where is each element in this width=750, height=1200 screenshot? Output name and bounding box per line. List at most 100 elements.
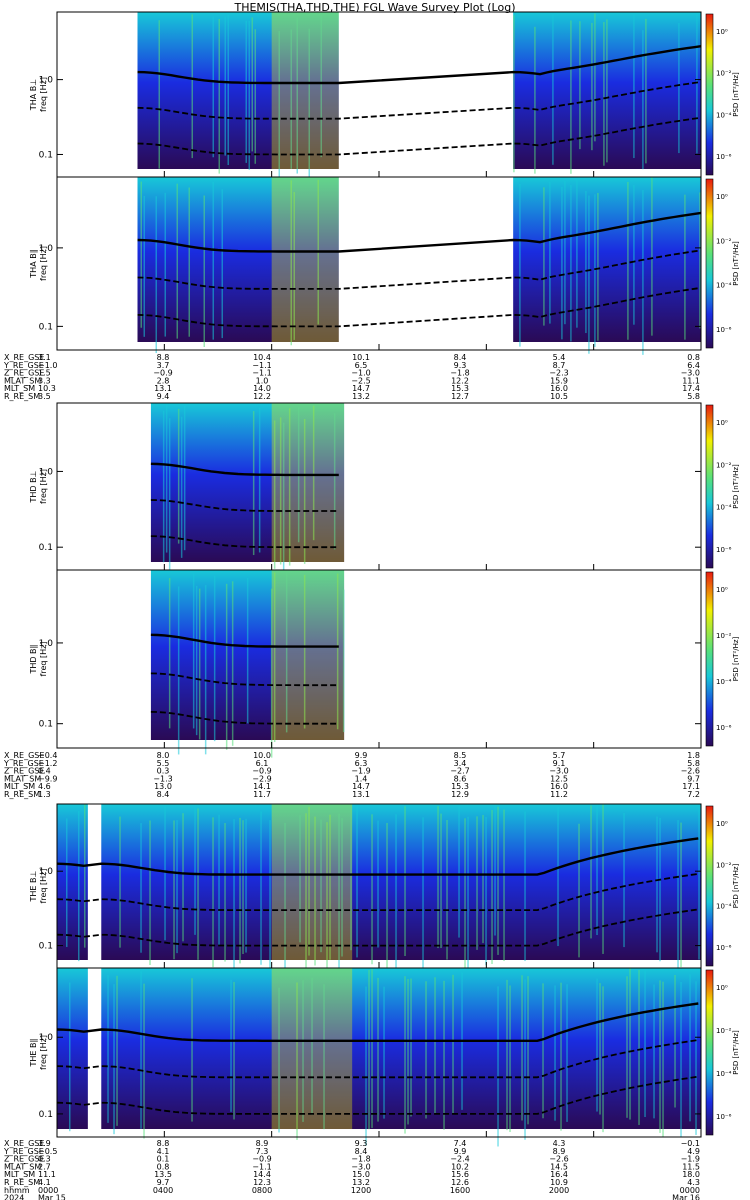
colorbar-tick-label: 10⁰ — [716, 419, 728, 427]
ephemeris-row-label: R_RE_SM — [4, 790, 40, 799]
ephemeris-value: 12.5 — [550, 774, 568, 783]
ephemeris-value: 5.7 — [553, 751, 566, 760]
activity-stripe — [177, 408, 180, 544]
ephemeris-value: 18.0 — [682, 1170, 700, 1179]
activity-stripe — [653, 984, 655, 1119]
colorbar-tick-label: 10⁰ — [716, 586, 728, 594]
activity-stripe — [356, 806, 358, 958]
activity-stripe — [183, 405, 186, 551]
ephemeris-value: 16.4 — [550, 1170, 568, 1179]
activity-stripe — [246, 578, 249, 724]
activity-stripe — [554, 985, 556, 1121]
ephemeris-value: 16.0 — [550, 384, 568, 393]
activity-stripe — [678, 23, 680, 154]
activity-stripe — [341, 818, 343, 957]
activity-stripe — [308, 28, 310, 181]
activity-stripe — [305, 813, 307, 969]
activity-stripe — [695, 981, 697, 1135]
frequency-trace — [150, 672, 339, 687]
activity-stripe — [107, 975, 109, 1123]
ephemeris-value: 12.3 — [253, 1178, 271, 1187]
activity-stripe — [278, 31, 280, 188]
activity-stripe — [176, 820, 178, 954]
ephemeris-value: −1.1 — [252, 361, 271, 370]
activity-stripe — [519, 184, 521, 347]
ephemeris-value: 8.9 — [553, 1147, 566, 1156]
freq-axis-label: freq [Hz] — [39, 869, 48, 904]
ephemeris-value: 12.7 — [451, 392, 469, 401]
ephemeris-value: 12.2 — [451, 376, 469, 385]
activity-stripe — [552, 13, 554, 165]
activity-stripe — [245, 20, 247, 163]
ephemeris-value: 5.4 — [553, 353, 566, 362]
colorbar-tick-label: 10⁻⁴ — [716, 111, 732, 119]
ephemeris-value: 4.1 — [157, 1147, 170, 1156]
colorbar: 10⁰ 10⁻² 10⁻⁴ 10⁻⁶ PSD [nT²/Hz] — [705, 404, 740, 569]
colorbar-tick-label: 10⁻² — [716, 70, 732, 78]
activity-stripe — [239, 817, 241, 964]
ephemeris-value: 9.7 — [687, 774, 700, 783]
ephemeris-row-label: MLT_SM — [4, 1170, 35, 1179]
ephemeris-row-label: Y_RE_GSE — [3, 1147, 44, 1156]
ephemeris-row-label: MLAT_SM — [4, 774, 41, 783]
activity-stripe — [149, 820, 151, 966]
activity-stripe — [231, 581, 234, 746]
ephemeris-value: 8.9 — [256, 1139, 269, 1148]
enhanced-power-region — [271, 968, 353, 1129]
ephemeris-value: 3.1 — [38, 353, 51, 362]
activity-stripe — [290, 29, 292, 169]
ephemeris-value: 1600 — [450, 1186, 470, 1195]
ephemeris-value: 13.5 — [154, 1170, 172, 1179]
ephemeris-row-label: Z_RE_GSE — [4, 1155, 44, 1164]
frequency-trace — [137, 45, 702, 85]
activity-stripe — [242, 820, 244, 954]
activity-stripe — [689, 974, 691, 1122]
colorbar-label: PSD [nT²/Hz] — [732, 636, 740, 681]
activity-stripe — [273, 572, 276, 743]
activity-stripe — [188, 187, 190, 337]
activity-stripe — [677, 820, 679, 974]
colorbar: 10⁰ 10⁻² 10⁻⁴ 10⁻⁶ PSD [nT²/Hz] — [705, 805, 740, 967]
ephemeris-value: 13.1 — [352, 790, 370, 799]
ephemeris-value: −2.9 — [252, 774, 271, 783]
ephemeris-value: 14.7 — [352, 782, 370, 791]
tha-bpar-spectrum-block — [513, 177, 701, 342]
activity-stripe — [224, 823, 226, 962]
ephemeris-value: 9.4 — [157, 392, 170, 401]
activity-stripe — [66, 818, 68, 947]
activity-stripe — [323, 984, 325, 1130]
activity-stripe — [252, 411, 255, 556]
freq-axis-label: freq [Hz] — [39, 1035, 48, 1070]
ephemeris-value: 1.0 — [256, 376, 269, 385]
activity-stripe — [197, 808, 199, 960]
activity-stripe — [656, 816, 658, 953]
ephemeris-value: 8.0 — [157, 751, 170, 760]
freq-axis-label: freq [Hz] — [39, 246, 48, 281]
colorbar-label: PSD [nT²/Hz] — [732, 464, 740, 509]
ephemeris-value: 6.3 — [355, 759, 368, 768]
ephemeris-row-label: X_RE_GSE — [4, 751, 44, 760]
ephemeris-row-label: R_RE_SM — [4, 1178, 40, 1187]
ephemeris-value: −1.1 — [252, 369, 271, 378]
ephemeris-row-label: MLAT_SM — [4, 1162, 41, 1171]
freq-axis-label: freq [Hz] — [39, 77, 48, 112]
activity-stripe — [279, 417, 282, 565]
ephemeris-row-label: Y_RE_GSE — [3, 361, 44, 370]
activity-stripe — [684, 194, 686, 340]
activity-stripe — [285, 571, 288, 733]
ephemeris-value: 0000 — [680, 1186, 700, 1195]
ephemeris-value: 4.6 — [38, 782, 51, 791]
activity-stripe — [293, 192, 295, 340]
ephemeris-value: 1.4 — [355, 774, 368, 783]
ephemeris-value: 1.3 — [38, 790, 51, 799]
ephemeris-value: 3.7 — [157, 361, 170, 370]
activity-stripe — [404, 806, 406, 957]
y-tick-label: 1.0 — [39, 639, 54, 649]
ephemeris-value: 10.3 — [38, 384, 56, 393]
ephemeris-value: 8.8 — [157, 353, 170, 362]
activity-stripe — [674, 974, 676, 1108]
activity-stripe — [329, 814, 331, 960]
activity-stripe — [258, 407, 261, 553]
y-tick-label: 1.0 — [39, 76, 54, 86]
ephemeris-row-label: Z_RE_GSE — [4, 767, 44, 776]
